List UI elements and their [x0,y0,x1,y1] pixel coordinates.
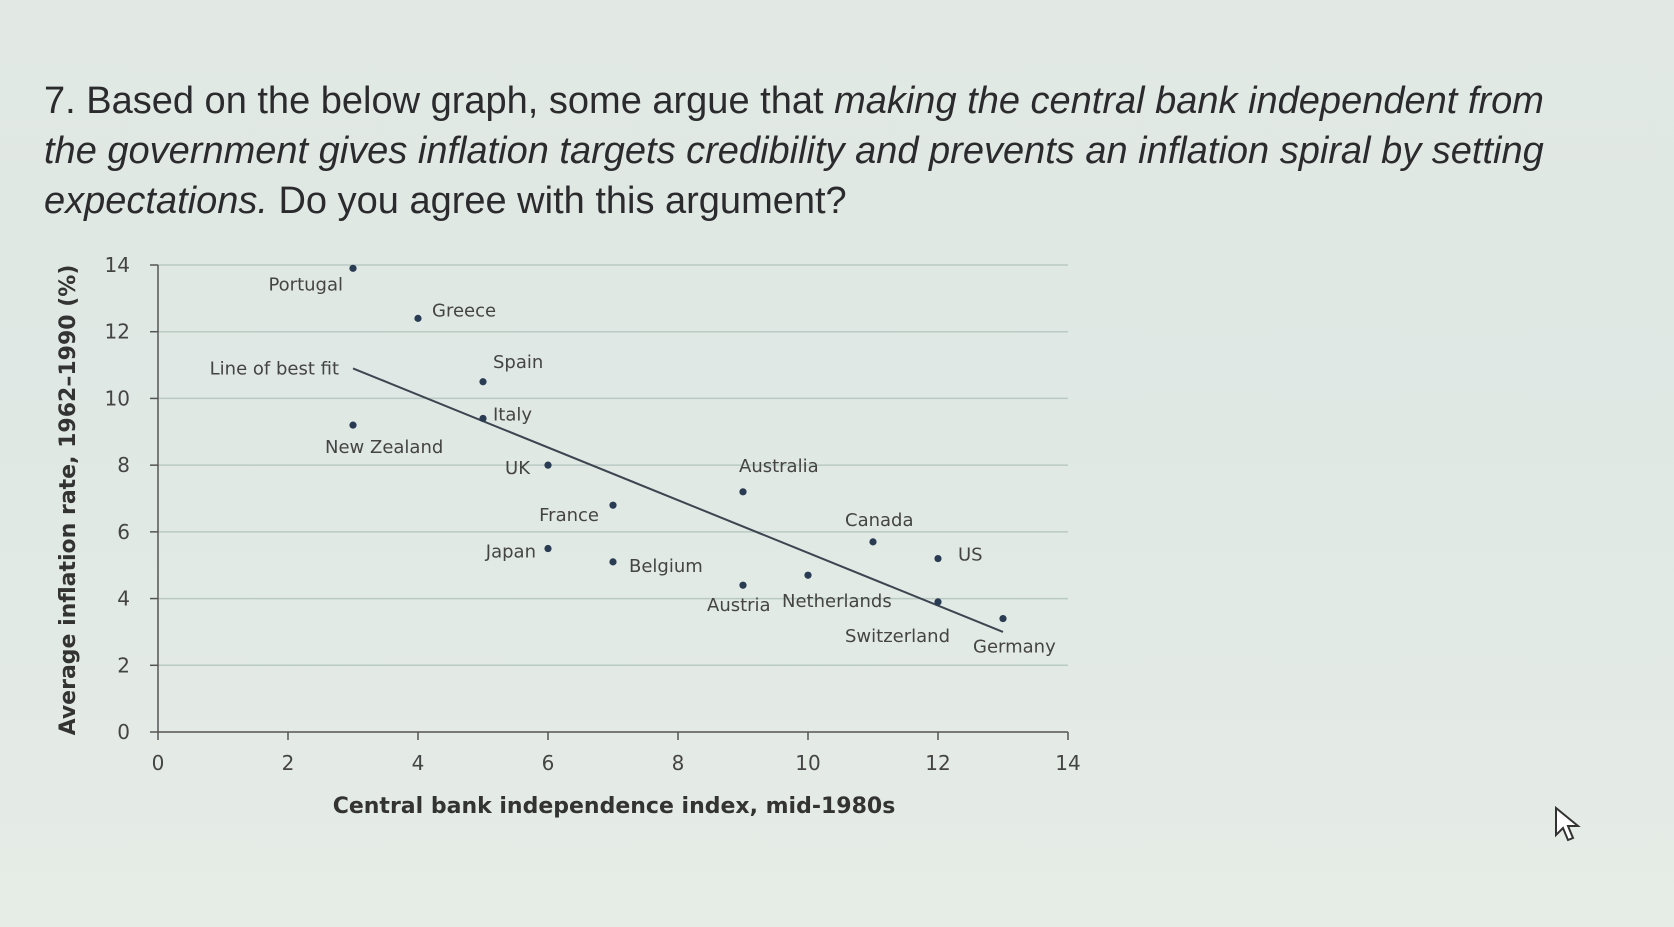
data-point-label: Japan [485,542,536,563]
mouse-pointer-icon [1555,805,1581,842]
best-fit-group: Line of best fit [210,358,1004,633]
data-point [739,581,747,589]
y-axis-label: Average inflation rate, 1962–1990 (%) [56,265,81,736]
data-point [804,571,812,579]
data-points: Portugal Greece Spain Italy New Zealand UK Fra… [268,264,1056,658]
x-tick-label: 2 [282,751,295,775]
y-tick-label: 10 [105,386,130,410]
data-point [869,538,877,546]
data-point [739,488,747,496]
data-point-label: Canada [845,510,914,531]
y-tick-label: 0 [117,720,130,744]
data-point [479,414,487,423]
data-point-label: Switzerland [845,626,950,647]
data-point-label: Australia [739,456,819,477]
question-emphasis: making the central bank independent from… [44,80,1544,222]
data-point-label: Portugal [268,274,343,295]
y-tick-label: 6 [117,520,130,544]
data-point [999,614,1007,623]
data-point-label: Netherlands [782,591,892,612]
data-point-label: Italy [493,404,532,425]
axes: 0 2 4 6 8 10 12 14 0 2 4 6 8 10 12 14 [105,253,1081,775]
data-point-label: UK [505,458,531,479]
data-point-label: Austria [707,595,771,616]
data-point-label: France [539,505,599,526]
data-point [479,378,487,386]
data-point [609,501,617,509]
y-tick-label: 12 [105,320,130,344]
data-point-label: Greece [432,300,496,321]
y-tick-label: 14 [105,253,130,277]
data-point-label: New Zealand [325,437,443,458]
data-point [934,554,942,563]
x-axis-label: Central bank independence index, mid-198… [333,794,896,819]
best-fit-label: Line of best fit [210,358,339,379]
x-tick-label: 0 [152,751,165,775]
question-text: 7. Based on the below graph, some argue … [44,76,1604,226]
data-point-label: Germany [973,637,1056,658]
data-point [544,544,552,553]
data-point [349,264,357,272]
x-tick-label: 14 [1055,751,1080,775]
data-point-label: Belgium [629,556,703,577]
data-point [349,421,357,429]
question-suffix: Do you agree with this argument? [267,180,847,222]
best-fit-line [352,367,1004,633]
x-tick-label: 8 [672,751,685,775]
y-tick-label: 4 [117,587,130,611]
y-tick-label: 8 [117,453,130,477]
data-point [414,314,422,322]
x-tick-label: 10 [795,751,820,775]
x-tick-label: 4 [412,751,425,775]
data-point-label: US [958,545,983,566]
x-tick-label: 12 [925,751,950,775]
question-prefix: 7. Based on the below graph, some argue … [44,80,835,122]
data-point-label: Spain [493,352,543,373]
y-tick-label: 2 [117,653,130,677]
x-tick-label: 6 [542,751,555,775]
gridlines [158,264,1068,667]
data-point [544,461,552,469]
data-point [934,598,942,606]
data-point [609,558,617,566]
